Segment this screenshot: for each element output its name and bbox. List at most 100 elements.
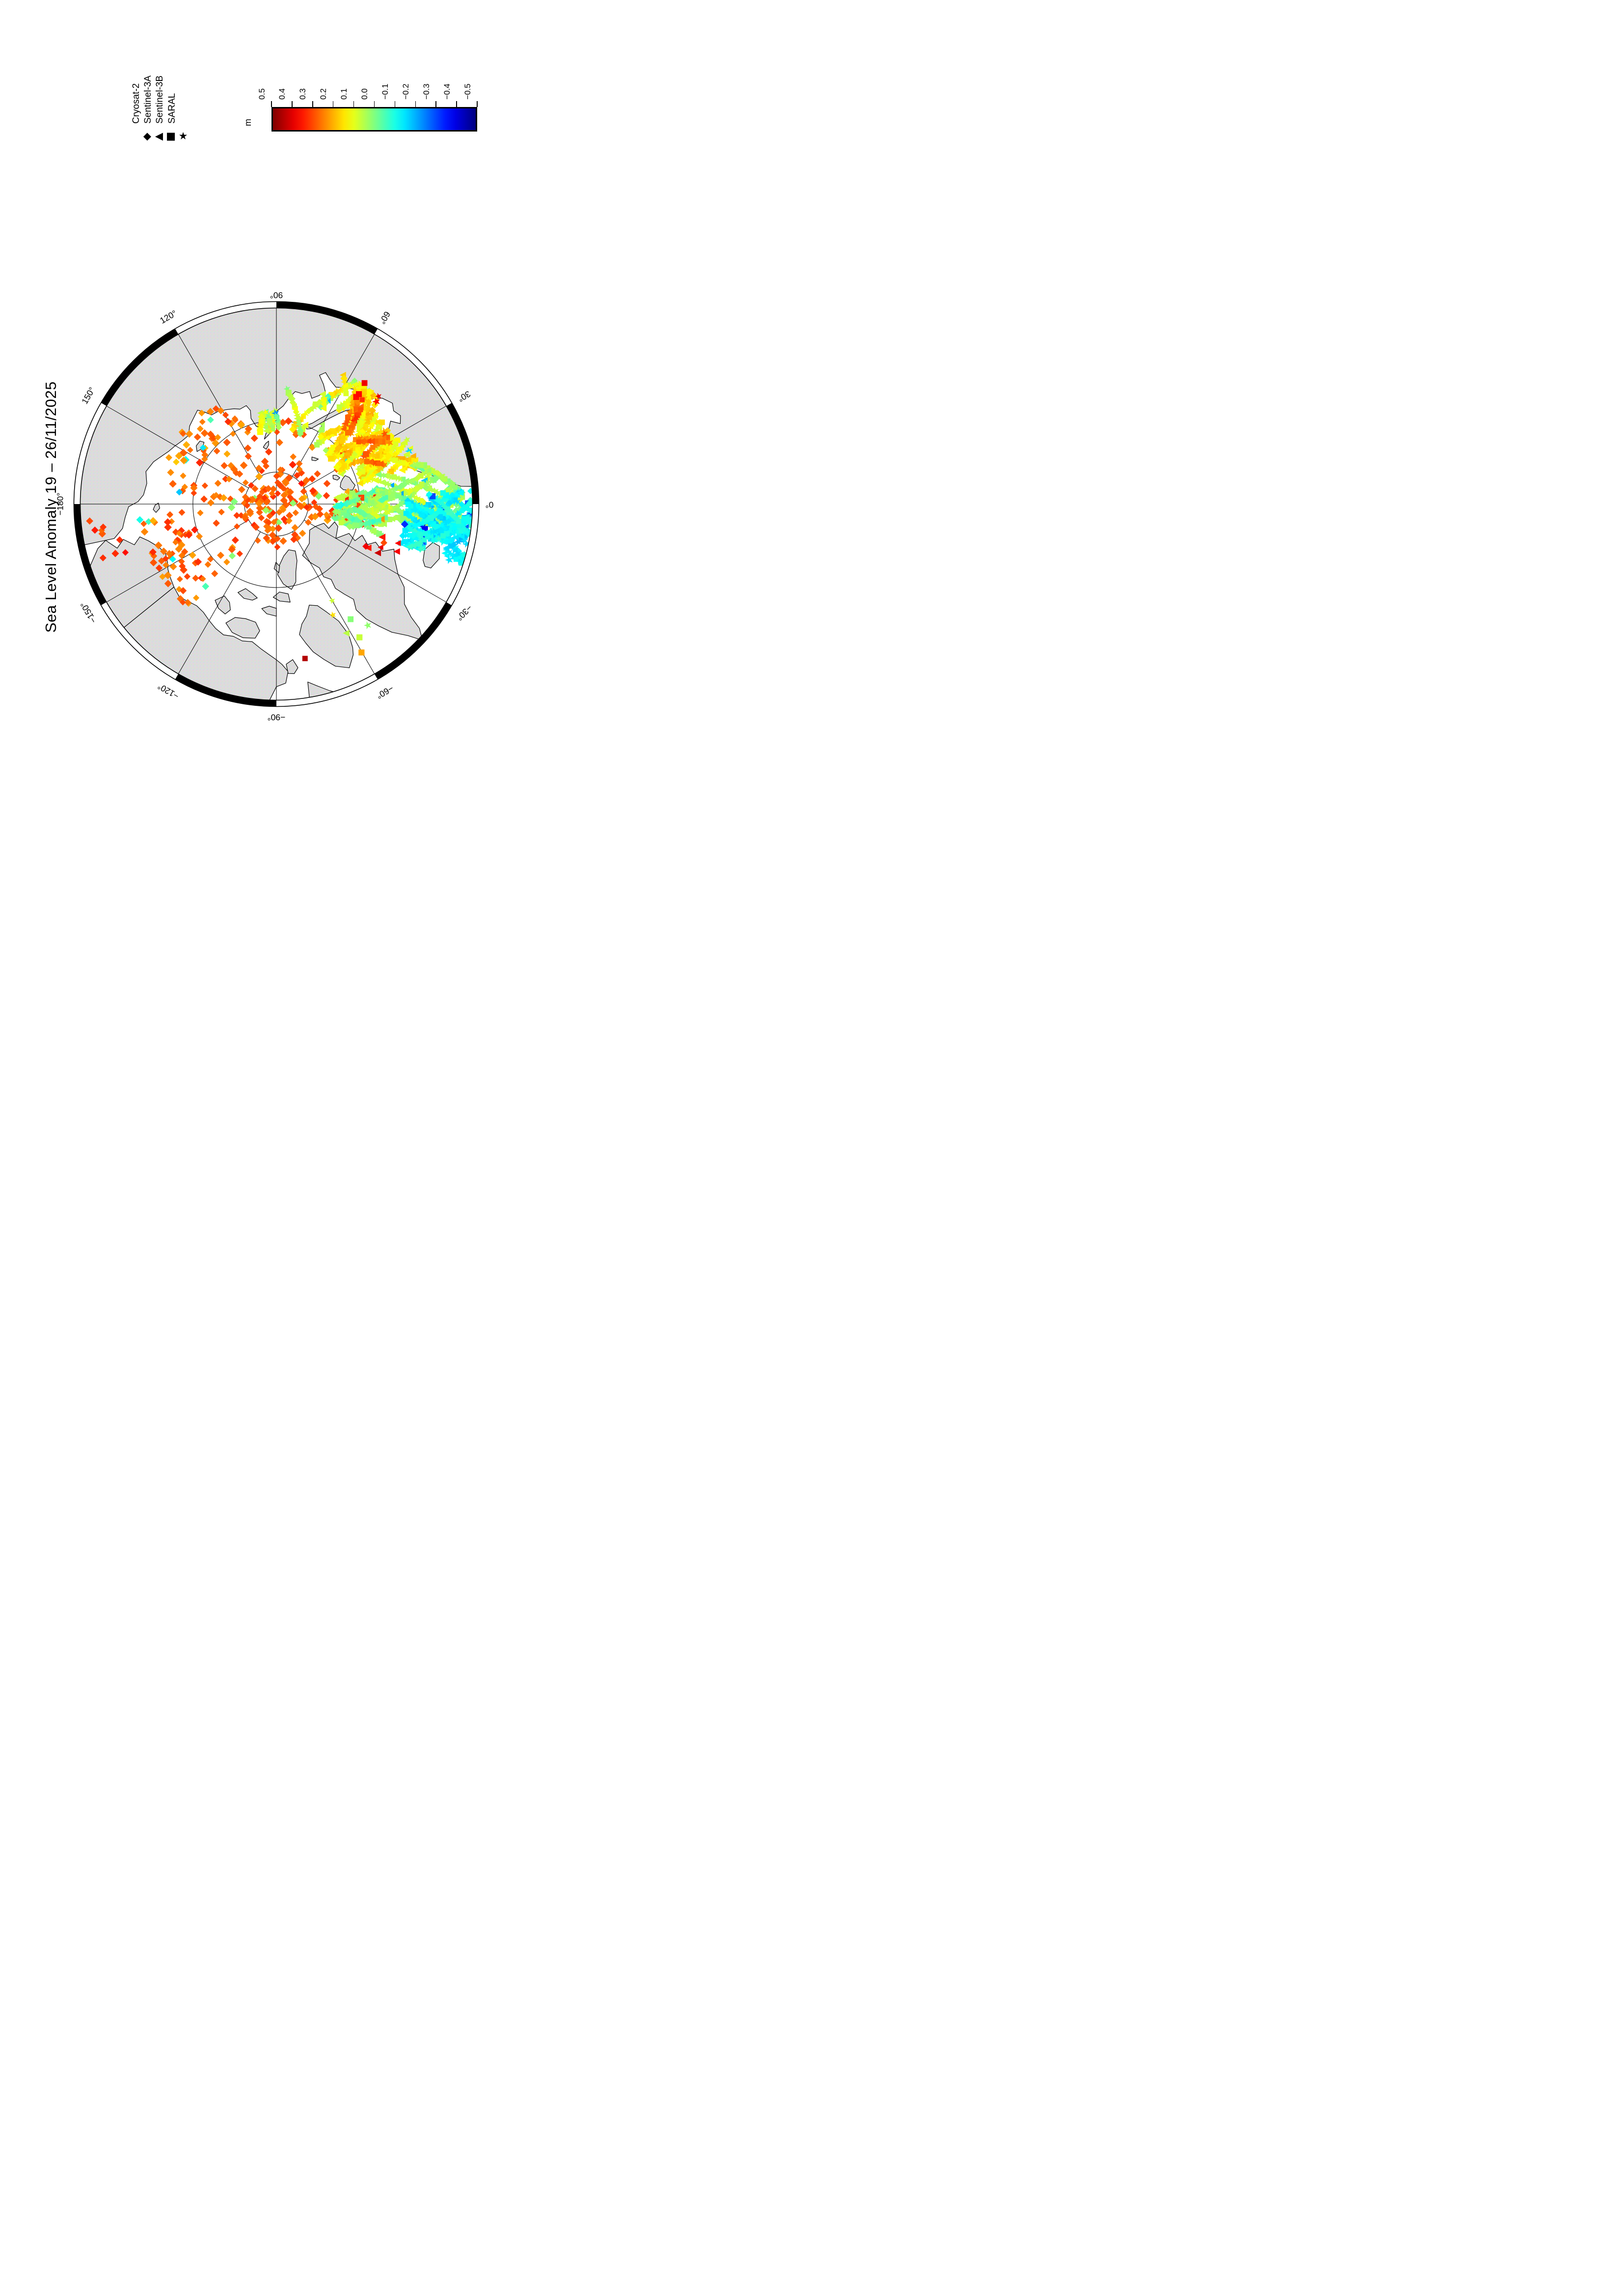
data-point <box>255 464 263 472</box>
data-point <box>191 526 199 534</box>
data-point <box>421 477 428 484</box>
data-point <box>283 385 291 393</box>
data-point <box>357 463 364 470</box>
data-point <box>373 438 379 444</box>
data-point <box>270 519 277 526</box>
data-point <box>369 476 377 483</box>
data-point <box>301 494 308 501</box>
data-point <box>350 498 356 504</box>
data-point <box>345 429 352 436</box>
data-point <box>335 425 343 432</box>
data-point <box>269 537 277 545</box>
data-point <box>449 530 456 537</box>
data-point <box>348 401 353 406</box>
data-point <box>420 480 429 489</box>
data-point <box>393 548 400 555</box>
data-point <box>373 455 379 463</box>
data-point <box>275 519 282 526</box>
data-point <box>430 512 438 519</box>
data-point <box>190 490 197 496</box>
data-point <box>298 495 306 503</box>
data-point <box>369 487 377 495</box>
data-point <box>162 555 169 562</box>
data-point <box>255 500 263 507</box>
data-point <box>241 513 249 522</box>
data-point <box>264 498 271 506</box>
data-point <box>384 434 390 441</box>
data-point <box>213 492 219 499</box>
data-point <box>262 507 270 514</box>
data-point <box>370 504 377 511</box>
data-point <box>341 423 348 430</box>
data-point <box>363 621 372 630</box>
data-point <box>433 514 440 522</box>
data-point <box>359 397 365 402</box>
data-point <box>314 442 320 448</box>
data-point <box>163 571 172 579</box>
ring-arc <box>446 504 479 606</box>
data-point <box>398 466 406 474</box>
data-point <box>411 534 418 542</box>
data-point <box>273 472 280 480</box>
data-point <box>211 570 218 577</box>
data-point <box>418 473 424 479</box>
data-point <box>309 487 317 495</box>
data-point <box>388 446 396 454</box>
data-point <box>275 424 282 431</box>
data-point <box>412 485 420 492</box>
data-point <box>341 378 348 386</box>
data-point <box>154 541 162 549</box>
data-point <box>159 573 166 580</box>
data-point <box>446 514 452 520</box>
data-point <box>247 482 255 489</box>
data-point <box>286 493 293 500</box>
land-melville <box>238 588 258 601</box>
data-point <box>266 512 273 520</box>
data-point <box>391 474 397 480</box>
colorbar-tick <box>435 101 436 107</box>
data-point <box>378 544 383 551</box>
data-point <box>374 453 380 459</box>
data-point <box>180 430 187 437</box>
data-point <box>200 444 207 451</box>
land-franz-josef-land <box>311 456 319 461</box>
data-point <box>192 575 199 582</box>
colorbar <box>271 107 477 132</box>
data-point <box>367 447 374 454</box>
data-point <box>365 414 372 421</box>
data-point <box>325 429 333 436</box>
data-point <box>292 509 299 516</box>
data-point <box>179 587 187 594</box>
data-point <box>403 460 410 469</box>
data-point <box>454 522 461 530</box>
data-point <box>361 404 367 409</box>
data-point <box>206 408 215 416</box>
data-point <box>445 556 453 564</box>
data-point <box>444 506 450 512</box>
data-point <box>323 492 330 500</box>
data-point <box>446 527 454 534</box>
data-point <box>220 462 228 470</box>
data-point <box>460 502 467 510</box>
data-point <box>378 471 385 479</box>
data-point <box>418 482 425 489</box>
map-ring <box>73 301 480 707</box>
data-point <box>447 550 455 559</box>
data-point <box>395 437 401 443</box>
data-point <box>270 493 277 500</box>
data-point <box>358 649 365 656</box>
data-point <box>449 516 455 522</box>
data-point <box>357 502 364 510</box>
data-point <box>424 516 432 523</box>
ring-arc <box>276 673 378 707</box>
data-point <box>296 466 303 473</box>
data-point <box>189 551 196 559</box>
data-point <box>376 502 383 509</box>
data-point <box>246 507 254 516</box>
data-point <box>263 462 270 470</box>
data-point <box>362 543 370 550</box>
data-point <box>320 432 326 438</box>
data-point <box>185 531 193 539</box>
data-point <box>267 418 272 424</box>
data-point <box>380 429 388 438</box>
